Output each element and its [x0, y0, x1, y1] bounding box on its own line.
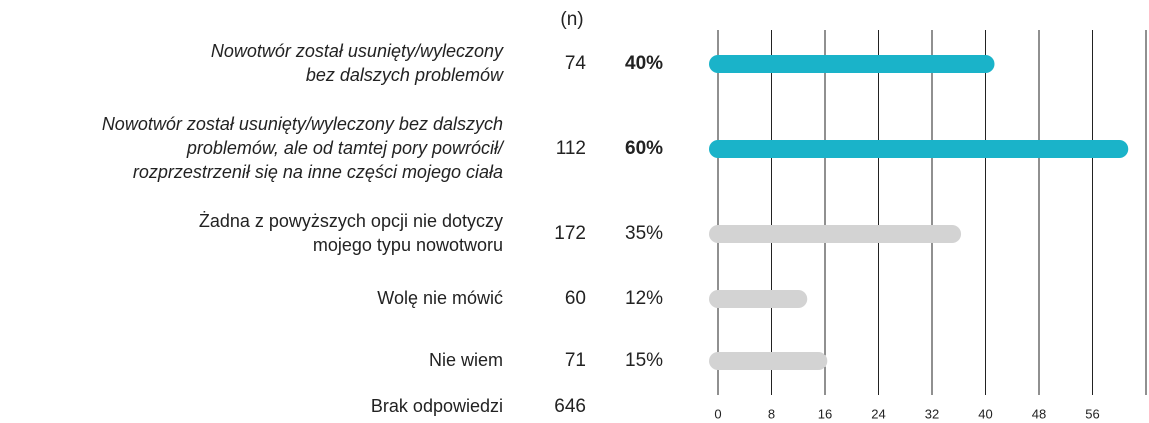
n-header: (n) — [560, 9, 583, 30]
n-value: 74 — [565, 53, 587, 74]
n-value: 112 — [556, 138, 586, 159]
category-label: mojego typu nowotworu — [313, 235, 503, 255]
category-label: Nowotwór został usunięty/wyleczony — [211, 41, 504, 61]
category-label: bez dalszych problemów — [306, 65, 504, 85]
n-value: 646 — [554, 396, 586, 417]
x-tick-label: 40 — [978, 406, 992, 421]
x-tick-label: 8 — [768, 406, 775, 421]
n-value: 60 — [565, 288, 586, 309]
category-label: Nowotwór został usunięty/wyleczony bez d… — [102, 114, 503, 134]
x-tick-label: 56 — [1085, 406, 1099, 421]
x-tick-label: 16 — [818, 406, 832, 421]
n-value: 71 — [565, 350, 586, 371]
value-label: 60% — [625, 138, 663, 159]
value-label: 35% — [625, 223, 663, 244]
category-label: rozprzestrzenił się na inne części mojeg… — [133, 162, 503, 182]
value-label: 12% — [625, 288, 663, 309]
x-tick-label: 32 — [925, 406, 939, 421]
value-label: 40% — [625, 53, 663, 74]
n-value: 172 — [554, 223, 586, 244]
category-label: Nie wiem — [429, 350, 503, 370]
value-label: 15% — [625, 350, 663, 371]
category-label: problemów, ale od tamtej pory powrócił/ — [186, 138, 505, 158]
x-tick-label: 24 — [871, 406, 885, 421]
category-label: Brak odpowiedzi — [371, 396, 503, 416]
category-label: Wolę nie mówić — [377, 288, 503, 308]
x-tick-label: 0 — [714, 406, 721, 421]
category-label: Żadna z powyższych opcji nie dotyczy — [199, 211, 503, 231]
x-tick-label: 48 — [1032, 406, 1046, 421]
